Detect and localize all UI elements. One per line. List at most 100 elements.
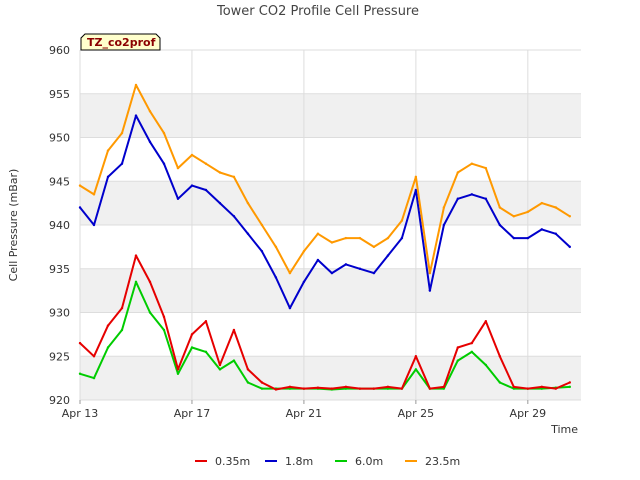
- data-point: [540, 385, 544, 389]
- data-point: [92, 355, 96, 358]
- data-point: [218, 363, 222, 367]
- data-point: [470, 162, 474, 165]
- data-point: [414, 355, 418, 358]
- x-tick-label: Apr 21: [286, 407, 323, 420]
- data-point: [442, 223, 446, 227]
- data-point: [232, 175, 236, 179]
- data-point: [414, 188, 418, 192]
- grid-band: [80, 268, 581, 313]
- data-point: [190, 333, 194, 336]
- data-point: [456, 171, 460, 174]
- series-line-23.5m: [79, 84, 571, 275]
- data-point: [120, 131, 124, 135]
- data-point: [190, 346, 194, 349]
- data-point: [176, 372, 180, 375]
- data-point: [344, 263, 348, 266]
- y-tick-label: 960: [49, 44, 70, 57]
- data-point: [162, 328, 166, 332]
- data-point: [232, 359, 236, 362]
- y-tick-label: 920: [49, 394, 70, 407]
- data-point: [498, 206, 502, 209]
- data-point: [190, 153, 194, 157]
- y-tick-label: 955: [49, 88, 70, 101]
- y-tick-label: 930: [49, 307, 70, 320]
- data-point: [288, 306, 292, 310]
- x-tick-label: Apr 25: [398, 407, 435, 420]
- data-point: [386, 236, 390, 240]
- data-point: [512, 215, 516, 218]
- data-point: [134, 114, 138, 117]
- data-point: [204, 320, 208, 323]
- data-point: [218, 171, 222, 174]
- data-point: [484, 166, 488, 170]
- gridlines: [79, 49, 581, 401]
- data-point: [330, 271, 334, 275]
- data-point: [568, 385, 572, 389]
- data-point: [358, 267, 362, 270]
- data-point: [78, 372, 82, 375]
- data-point: [526, 210, 530, 214]
- data-point: [148, 280, 152, 284]
- data-point: [232, 328, 236, 332]
- data-point: [134, 280, 138, 284]
- data-point: [386, 254, 390, 257]
- data-point: [540, 201, 544, 205]
- data-point: [204, 350, 208, 354]
- data-point: [134, 83, 138, 87]
- data-point: [274, 245, 278, 249]
- data-point: [302, 250, 306, 253]
- data-point: [288, 385, 292, 389]
- data-point: [246, 368, 250, 371]
- data-point: [106, 346, 110, 349]
- data-point: [274, 388, 278, 391]
- data-point: [302, 280, 306, 284]
- series-layer: [78, 83, 572, 391]
- data-point: [204, 162, 208, 165]
- data-point: [288, 271, 292, 275]
- data-point: [92, 193, 96, 196]
- data-point: [512, 385, 516, 389]
- data-point: [218, 368, 222, 371]
- data-point: [414, 368, 418, 371]
- series-line-0.35m: [79, 254, 571, 391]
- data-point: [316, 386, 320, 389]
- data-point: [218, 201, 222, 205]
- y-axis-label: Cell Pressure (mBar): [7, 169, 20, 282]
- x-tick-label: Apr 13: [62, 407, 99, 420]
- y-tick-label: 935: [49, 263, 70, 276]
- data-point: [232, 215, 236, 218]
- data-point: [78, 184, 82, 187]
- data-point: [344, 236, 348, 240]
- data-point: [204, 188, 208, 192]
- data-point: [554, 232, 558, 235]
- chart-title: Tower CO2 Profile Cell Pressure: [216, 4, 419, 19]
- y-tick-labels: 920 925 930 935 940 945 950 955 960: [49, 44, 70, 407]
- data-point: [554, 206, 558, 209]
- data-point: [568, 245, 572, 249]
- x-axis-label: Time: [550, 423, 578, 436]
- data-point: [400, 387, 404, 390]
- data-point: [386, 385, 390, 389]
- data-point: [470, 341, 474, 345]
- data-point: [106, 324, 110, 327]
- data-point: [442, 387, 446, 390]
- data-point: [246, 381, 250, 384]
- data-point: [526, 387, 530, 390]
- data-point: [260, 250, 264, 253]
- data-point: [106, 175, 110, 179]
- grid-band: [80, 356, 581, 400]
- data-point: [372, 245, 376, 249]
- data-point: [120, 328, 124, 332]
- data-point: [106, 149, 110, 152]
- data-point: [302, 387, 306, 390]
- y-tick-label: 945: [49, 175, 70, 188]
- data-point: [260, 223, 264, 227]
- data-point: [190, 184, 194, 187]
- data-point: [456, 197, 460, 200]
- data-point: [358, 387, 362, 390]
- data-point: [246, 201, 250, 205]
- data-point: [484, 197, 488, 200]
- data-point: [330, 241, 334, 244]
- data-point: [372, 271, 376, 275]
